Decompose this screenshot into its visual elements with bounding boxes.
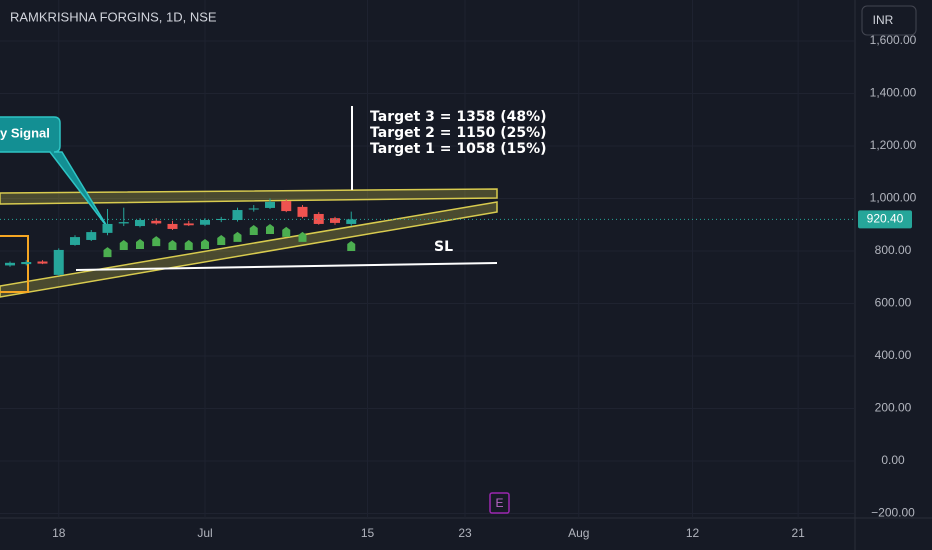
- stop-loss-line: [75, 262, 498, 271]
- candle-body: [167, 223, 178, 229]
- candle-body: [53, 249, 64, 275]
- target-text: Target 3 = 1358 (48%): [370, 109, 547, 125]
- signal-marker: [103, 247, 112, 258]
- candle-body: [118, 222, 129, 224]
- candle-body: [151, 220, 162, 224]
- currency-button[interactable]: [861, 5, 917, 36]
- y-tick-label: 600.00: [875, 296, 912, 310]
- target-text: Target 1 = 1058 (15%): [370, 141, 547, 157]
- x-tick-label: Jul: [197, 526, 212, 540]
- x-tick-label: 15: [361, 526, 375, 540]
- callout-text: y Signal: [0, 125, 50, 140]
- candle-body: [216, 218, 227, 221]
- candle-body: [346, 219, 357, 224]
- ticks: −200.00 0.00 200.00 400.00 600.00 800.00 1,000…: [0, 0, 917, 540]
- marks: 920.40: [0, 198, 912, 276]
- candle-body: [69, 237, 80, 245]
- candle-body: [264, 201, 275, 208]
- target-text: Target 2 = 1150 (25%): [370, 125, 547, 141]
- signal-marker: [298, 231, 307, 242]
- y-tick-label: 1,600.00: [870, 33, 917, 47]
- signal-marker: [168, 240, 177, 251]
- x-tick-label: Aug: [568, 526, 589, 540]
- candle-body: [248, 208, 259, 210]
- currency-label[interactable]: INR: [873, 13, 894, 27]
- signal-marker: [135, 238, 144, 249]
- candle-body: [199, 220, 210, 225]
- x-tick-label: 12: [686, 526, 700, 540]
- candle-body: [4, 262, 15, 266]
- y-tick-label: 1,000.00: [870, 191, 917, 205]
- candle-body: [134, 220, 145, 227]
- signal-marker: [282, 226, 291, 237]
- y-tick-label: 1,200.00: [870, 138, 917, 152]
- upper-trend-band: [0, 188, 498, 205]
- signal-marker: [217, 235, 226, 246]
- event-marker[interactable]: [489, 492, 510, 514]
- x-tick-label: 21: [791, 526, 805, 540]
- candle-body: [21, 262, 32, 265]
- signal-marker: [233, 231, 242, 242]
- signal-callout: [0, 116, 109, 229]
- signal-marker: [347, 241, 356, 252]
- candle-body: [232, 210, 243, 221]
- sl-text: SL: [434, 239, 453, 255]
- candle-body: [297, 206, 308, 217]
- y-tick-label: 400.00: [875, 348, 912, 362]
- candle-body: [183, 223, 194, 226]
- candle-body: [281, 201, 292, 212]
- candle-body: [102, 223, 113, 233]
- chart-title: RAMKRISHNA FORGINS, 1D, NSE: [10, 9, 217, 24]
- signal-marker: [152, 236, 161, 247]
- x-tick-label: 23: [458, 526, 472, 540]
- candle-body: [313, 213, 324, 224]
- y-tick-label: 1,400.00: [870, 86, 917, 100]
- y-tick-label: 200.00: [875, 401, 912, 415]
- y-tick-label: 800.00: [875, 243, 912, 257]
- candle-body: [86, 232, 97, 240]
- candle-body: [37, 261, 48, 264]
- candle-body: [329, 218, 340, 223]
- last-price-label: 920.40: [867, 212, 904, 226]
- y-tick-label: 0.00: [881, 453, 905, 467]
- lower-trend-band: [0, 201, 498, 298]
- signal-marker: [119, 240, 128, 251]
- signal-marker: [265, 223, 274, 234]
- signal-marker: [184, 240, 193, 251]
- last-price-box: [858, 210, 912, 229]
- event-text[interactable]: E: [495, 496, 503, 510]
- x-tick-label: 18: [52, 526, 66, 540]
- signal-marker: [200, 238, 209, 249]
- signal-marker: [249, 225, 258, 236]
- y-tick-label: −200.00: [871, 506, 915, 520]
